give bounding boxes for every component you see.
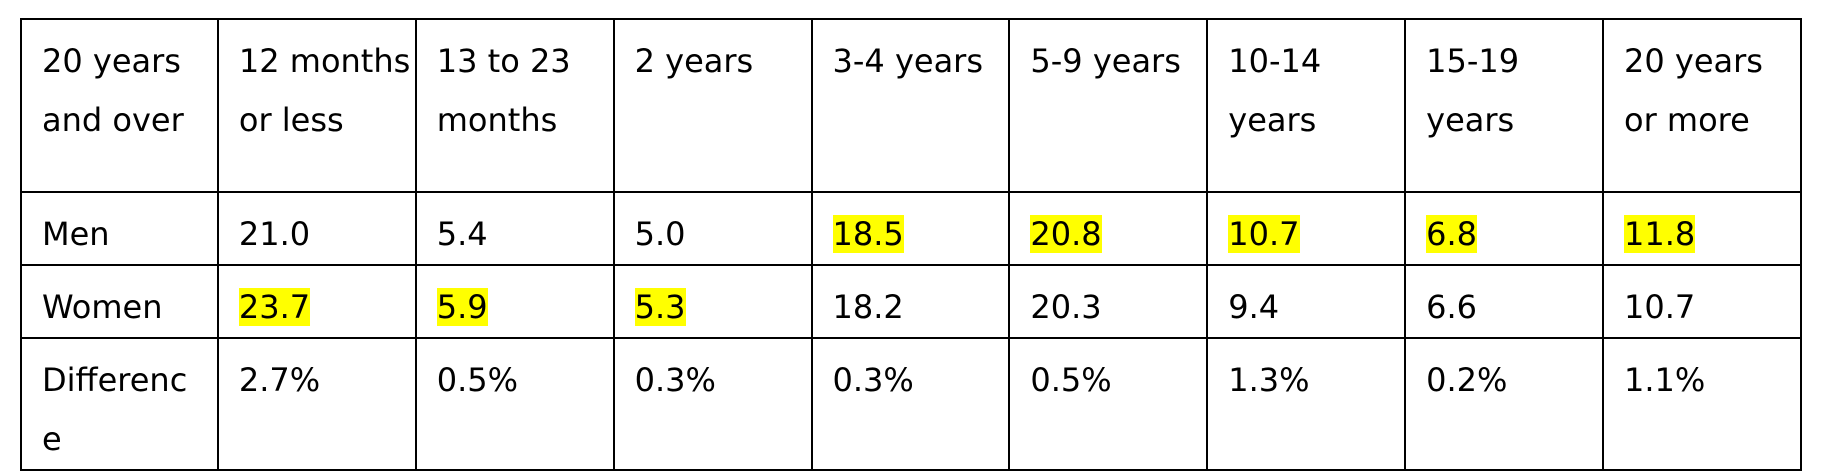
header-cell-2-years: 2 years [612,18,813,193]
header-cell-12-months-or-less: 12 months or less [216,18,417,193]
cell-value: 5.0 [634,215,686,253]
cell-value: 6.8 [1426,215,1478,253]
cell-value: 10.7 [1228,215,1300,253]
header-cell-text: 10-14 years [1228,42,1322,139]
value-cell: 0.3% [810,337,1011,471]
value-cell: 11.8 [1602,191,1802,266]
header-cell-text: 2 years [634,42,754,80]
header-cell-text: 20 years and over [42,42,184,139]
cell-value: 9.4 [1228,288,1280,326]
value-cell: 10.7 [1602,264,1802,339]
table-header-row: 20 years and over 12 months or less 13 t… [20,18,1802,193]
row-label-cell: Men [20,191,219,266]
row-label-cell: Differenc e [20,337,219,471]
cell-value: 0.3% [832,361,914,399]
value-cell: 21.0 [216,191,417,266]
value-cell: 18.5 [810,191,1011,266]
header-cell-text: 12 months or less [238,42,411,139]
row-label-cell: Women [20,264,219,339]
value-cell: 1.1% [1602,337,1802,471]
value-cell: 0.5% [414,337,615,471]
value-cell: 5.3 [612,264,813,339]
table-row-men: Men 21.0 5.4 5.0 18.5 20.8 10.7 6.8 11.8 [20,191,1802,266]
value-cell: 0.2% [1404,337,1604,471]
cell-value: 5.4 [436,215,488,253]
cell-value: 6.6 [1426,288,1478,326]
table-row-difference: Differenc e 2.7% 0.5% 0.3% 0.3% 0.5% 1.3… [20,337,1802,471]
value-cell: 6.6 [1404,264,1604,339]
cell-value: 0.2% [1426,361,1508,399]
cell-value: 5.3 [634,288,686,326]
cell-value: 5.9 [436,288,488,326]
cell-value: 11.8 [1624,215,1696,253]
value-cell: 6.8 [1404,191,1604,266]
row-label: Differenc e [42,361,188,458]
value-cell: 5.9 [414,264,615,339]
value-cell: 5.4 [414,191,615,266]
header-cell-10-14-years: 10-14 years [1206,18,1407,193]
header-cell-20-years-or-more: 20 years or more [1602,18,1802,193]
header-cell-13-to-23-months: 13 to 23 months [414,18,615,193]
cell-value: 2.7% [238,361,321,399]
header-cell-text: 15-19 years [1426,42,1520,139]
value-cell: 1.3% [1206,337,1407,471]
header-cell-text: 3-4 years [832,42,984,80]
data-table: 20 years and over 12 months or less 13 t… [20,18,1802,471]
value-cell: 0.5% [1008,337,1209,471]
header-cell-text: 13 to 23 months [436,42,571,139]
value-cell: 2.7% [216,337,417,471]
value-cell: 20.3 [1008,264,1209,339]
cell-value: 20.8 [1030,215,1102,253]
header-cell-15-19-years: 15-19 years [1404,18,1604,193]
value-cell: 20.8 [1008,191,1209,266]
value-cell: 18.2 [810,264,1011,339]
cell-value: 10.7 [1624,288,1696,326]
value-cell: 9.4 [1206,264,1407,339]
cell-value: 20.3 [1030,288,1102,326]
value-cell: 0.3% [612,337,813,471]
cell-value: 0.5% [436,361,519,399]
header-cell-5-9-years: 5-9 years [1008,18,1209,193]
cell-value: 0.5% [1030,361,1112,399]
cell-value: 1.1% [1624,361,1706,399]
row-label: Women [42,288,163,326]
cell-value: 1.3% [1228,361,1310,399]
table-row-women: Women 23.7 5.9 5.3 18.2 20.3 9.4 6.6 10.… [20,264,1802,339]
header-cell-text: 20 years or more [1624,42,1763,139]
cell-value: 0.3% [634,361,716,399]
header-cell-text: 5-9 years [1030,42,1181,80]
value-cell: 10.7 [1206,191,1407,266]
cell-value: 18.5 [832,215,904,253]
cell-value: 23.7 [238,288,311,326]
header-cell-age-group: 20 years and over [20,18,219,193]
cell-value: 18.2 [832,288,904,326]
row-label: Men [42,215,110,253]
cell-value: 21.0 [238,215,311,253]
value-cell: 23.7 [216,264,417,339]
value-cell: 5.0 [612,191,813,266]
header-cell-3-4-years: 3-4 years [810,18,1011,193]
